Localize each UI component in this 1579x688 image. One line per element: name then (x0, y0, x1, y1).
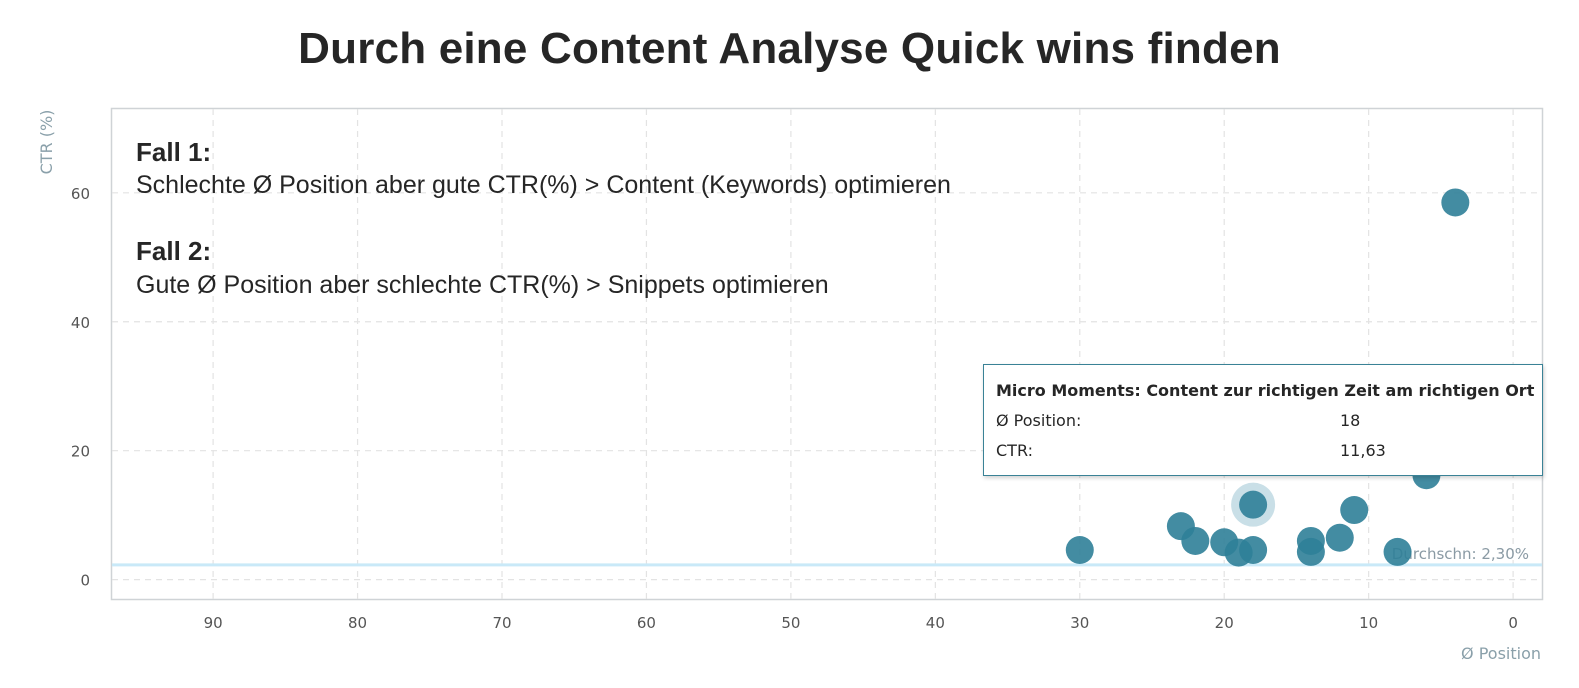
x-tick-label: 60 (637, 614, 656, 632)
x-axis-ticks: 90 80 70 60 50 40 30 20 10 0 (204, 614, 1518, 632)
average-line-group: Durchschn: 2,30% (112, 545, 1542, 567)
x-axis-title: Ø Position (1461, 644, 1541, 663)
case2-text: Gute Ø Position aber schlechte CTR(%) > … (136, 271, 829, 299)
x-tick-label: 10 (1359, 614, 1378, 632)
x-tick-label: 50 (781, 614, 800, 632)
x-tick-label: 90 (204, 614, 223, 632)
data-point (1441, 188, 1470, 217)
point-tooltip: Micro Moments: Content zur richtigen Zei… (983, 364, 1543, 476)
x-tick-label: 70 (492, 614, 511, 632)
tooltip-ctr-value: 11,63 (1340, 441, 1386, 460)
y-tick-label: 60 (71, 185, 90, 203)
case2-heading: Fall 2: (136, 236, 211, 266)
data-point (1065, 536, 1094, 564)
data-point (1340, 496, 1369, 525)
y-tick-label: 40 (71, 314, 90, 332)
x-tick-label: 0 (1508, 614, 1518, 632)
grid-lines (112, 109, 1542, 599)
y-tick-label: 0 (80, 572, 90, 590)
y-tick-label: 20 (71, 443, 90, 461)
average-line-label: Durchschn: 2,30% (1392, 545, 1529, 563)
tooltip-position-value: 18 (1340, 411, 1361, 430)
data-point (1239, 490, 1268, 519)
tooltip-position-label: Ø Position: (996, 411, 1082, 430)
plot-area (110, 107, 1544, 601)
case1-text: Schlechte Ø Position aber gute CTR(%) > … (136, 171, 951, 199)
x-tick-label: 80 (348, 614, 367, 632)
x-tick-label: 20 (1215, 614, 1234, 632)
x-tick-label: 40 (926, 614, 945, 632)
data-point (1325, 523, 1354, 552)
tooltip-ctr-label: CTR: (996, 441, 1033, 460)
data-point (1296, 537, 1325, 566)
data-point (1181, 526, 1210, 555)
case1-heading: Fall 1: (136, 137, 211, 167)
tooltip-title: Micro Moments: Content zur richtigen Zei… (996, 381, 1535, 400)
y-axis-title: CTR (%) (37, 110, 56, 175)
chart-title: Durch eine Content Analyse Quick wins fi… (298, 24, 1281, 73)
data-point (1383, 537, 1412, 566)
x-tick-label: 30 (1070, 614, 1089, 632)
data-point (1239, 536, 1268, 564)
y-axis-ticks: 0 20 40 60 (71, 185, 90, 590)
